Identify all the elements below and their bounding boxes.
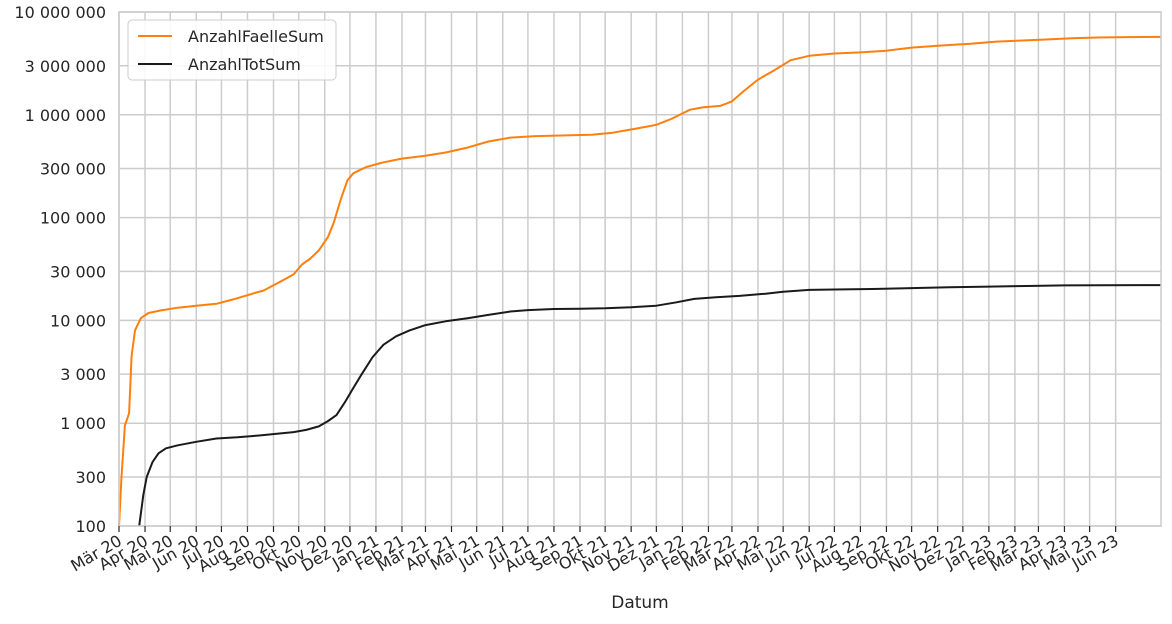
series-line-AnzahlTotSum [138, 284, 1162, 527]
y-tick-label: 1 000 [60, 414, 106, 433]
y-tick-label: 30 000 [50, 262, 106, 281]
series-line-AnzahlFaelleSum [118, 35, 1162, 527]
y-tick-label: 300 [75, 468, 106, 487]
y-tick-label: 3 000 [60, 365, 106, 384]
legend-label: AnzahlTotSum [188, 55, 301, 74]
y-tick-label: 100 [75, 517, 106, 536]
x-gridlines [118, 12, 1117, 526]
legend: AnzahlFaelleSum AnzahlTotSum [127, 19, 337, 81]
y-tick-label: 10 000 000 [14, 3, 106, 22]
y-axis-ticks: 100 300 1 000 3 000 10 000 30 000 100 000 300 0… [14, 3, 106, 536]
plot-frame [118, 11, 1162, 527]
x-axis-label: Datum [611, 593, 669, 613]
legend-label: AnzahlFaelleSum [188, 27, 324, 46]
legend-frame [127, 19, 337, 81]
y-tick-label: 1 000 000 [25, 106, 106, 125]
plot-background [119, 12, 1161, 526]
y-tick-label: 10 000 [50, 311, 106, 330]
y-tick-label: 100 000 [40, 209, 106, 228]
series-lines [118, 35, 1162, 527]
y-tick-label: 300 000 [40, 160, 106, 179]
y-tick-label: 3 000 000 [25, 57, 106, 76]
